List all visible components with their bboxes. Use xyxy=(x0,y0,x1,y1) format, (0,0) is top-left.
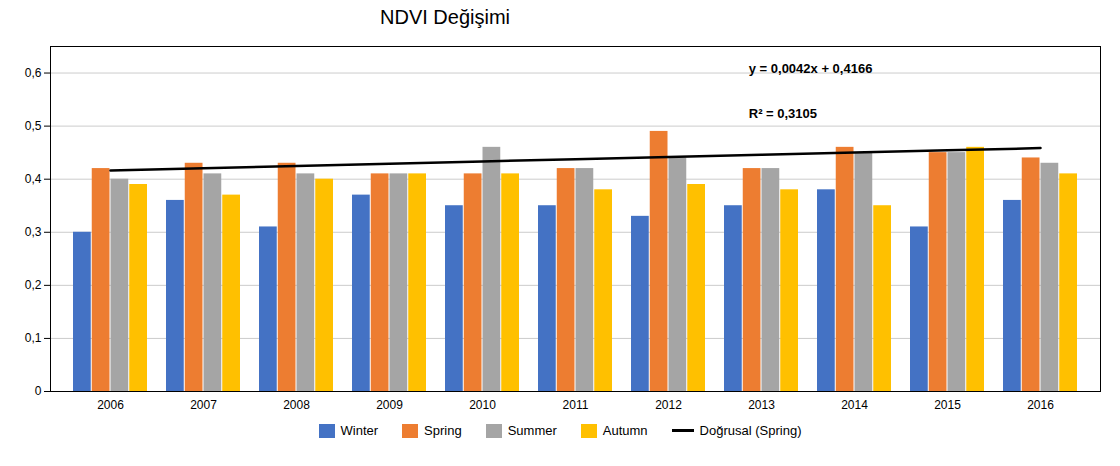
svg-text:2010: 2010 xyxy=(469,398,496,412)
svg-text:2011: 2011 xyxy=(563,398,589,412)
svg-text:2007: 2007 xyxy=(190,398,217,412)
svg-text:2016: 2016 xyxy=(1027,398,1054,412)
html-text:Summer: Summer xyxy=(507,423,557,438)
svg-text:2012: 2012 xyxy=(655,398,682,412)
svg-text:0,6: 0,6 xyxy=(25,66,42,80)
svg-text:0,5: 0,5 xyxy=(25,119,42,133)
svg-text:0,2: 0,2 xyxy=(25,278,42,292)
html-text:Spring: Spring xyxy=(424,423,462,438)
svg-text:y = 0,0042x + 0,4166: y = 0,0042x + 0,4166 xyxy=(749,61,873,76)
html-text:NDVI Değişimi: NDVI Değişimi xyxy=(380,6,510,28)
html-text:Winter: Winter xyxy=(340,423,379,438)
svg-text:0: 0 xyxy=(35,384,42,398)
svg-text:2015: 2015 xyxy=(934,398,961,412)
svg-text:R² = 0,3105: R² = 0,3105 xyxy=(749,106,817,121)
html-text:Autumn: Autumn xyxy=(602,423,648,438)
svg-text:2008: 2008 xyxy=(283,398,310,412)
svg-text:2009: 2009 xyxy=(376,398,403,412)
svg-text:0,1: 0,1 xyxy=(25,331,42,345)
svg-text:2006: 2006 xyxy=(97,398,124,412)
html-text:Doğrusal (Spring): Doğrusal (Spring) xyxy=(699,423,802,438)
svg-text:0,4: 0,4 xyxy=(25,172,42,186)
svg-text:2013: 2013 xyxy=(748,398,775,412)
svg-text:0,3: 0,3 xyxy=(25,225,42,239)
svg-text:2014: 2014 xyxy=(841,398,868,412)
